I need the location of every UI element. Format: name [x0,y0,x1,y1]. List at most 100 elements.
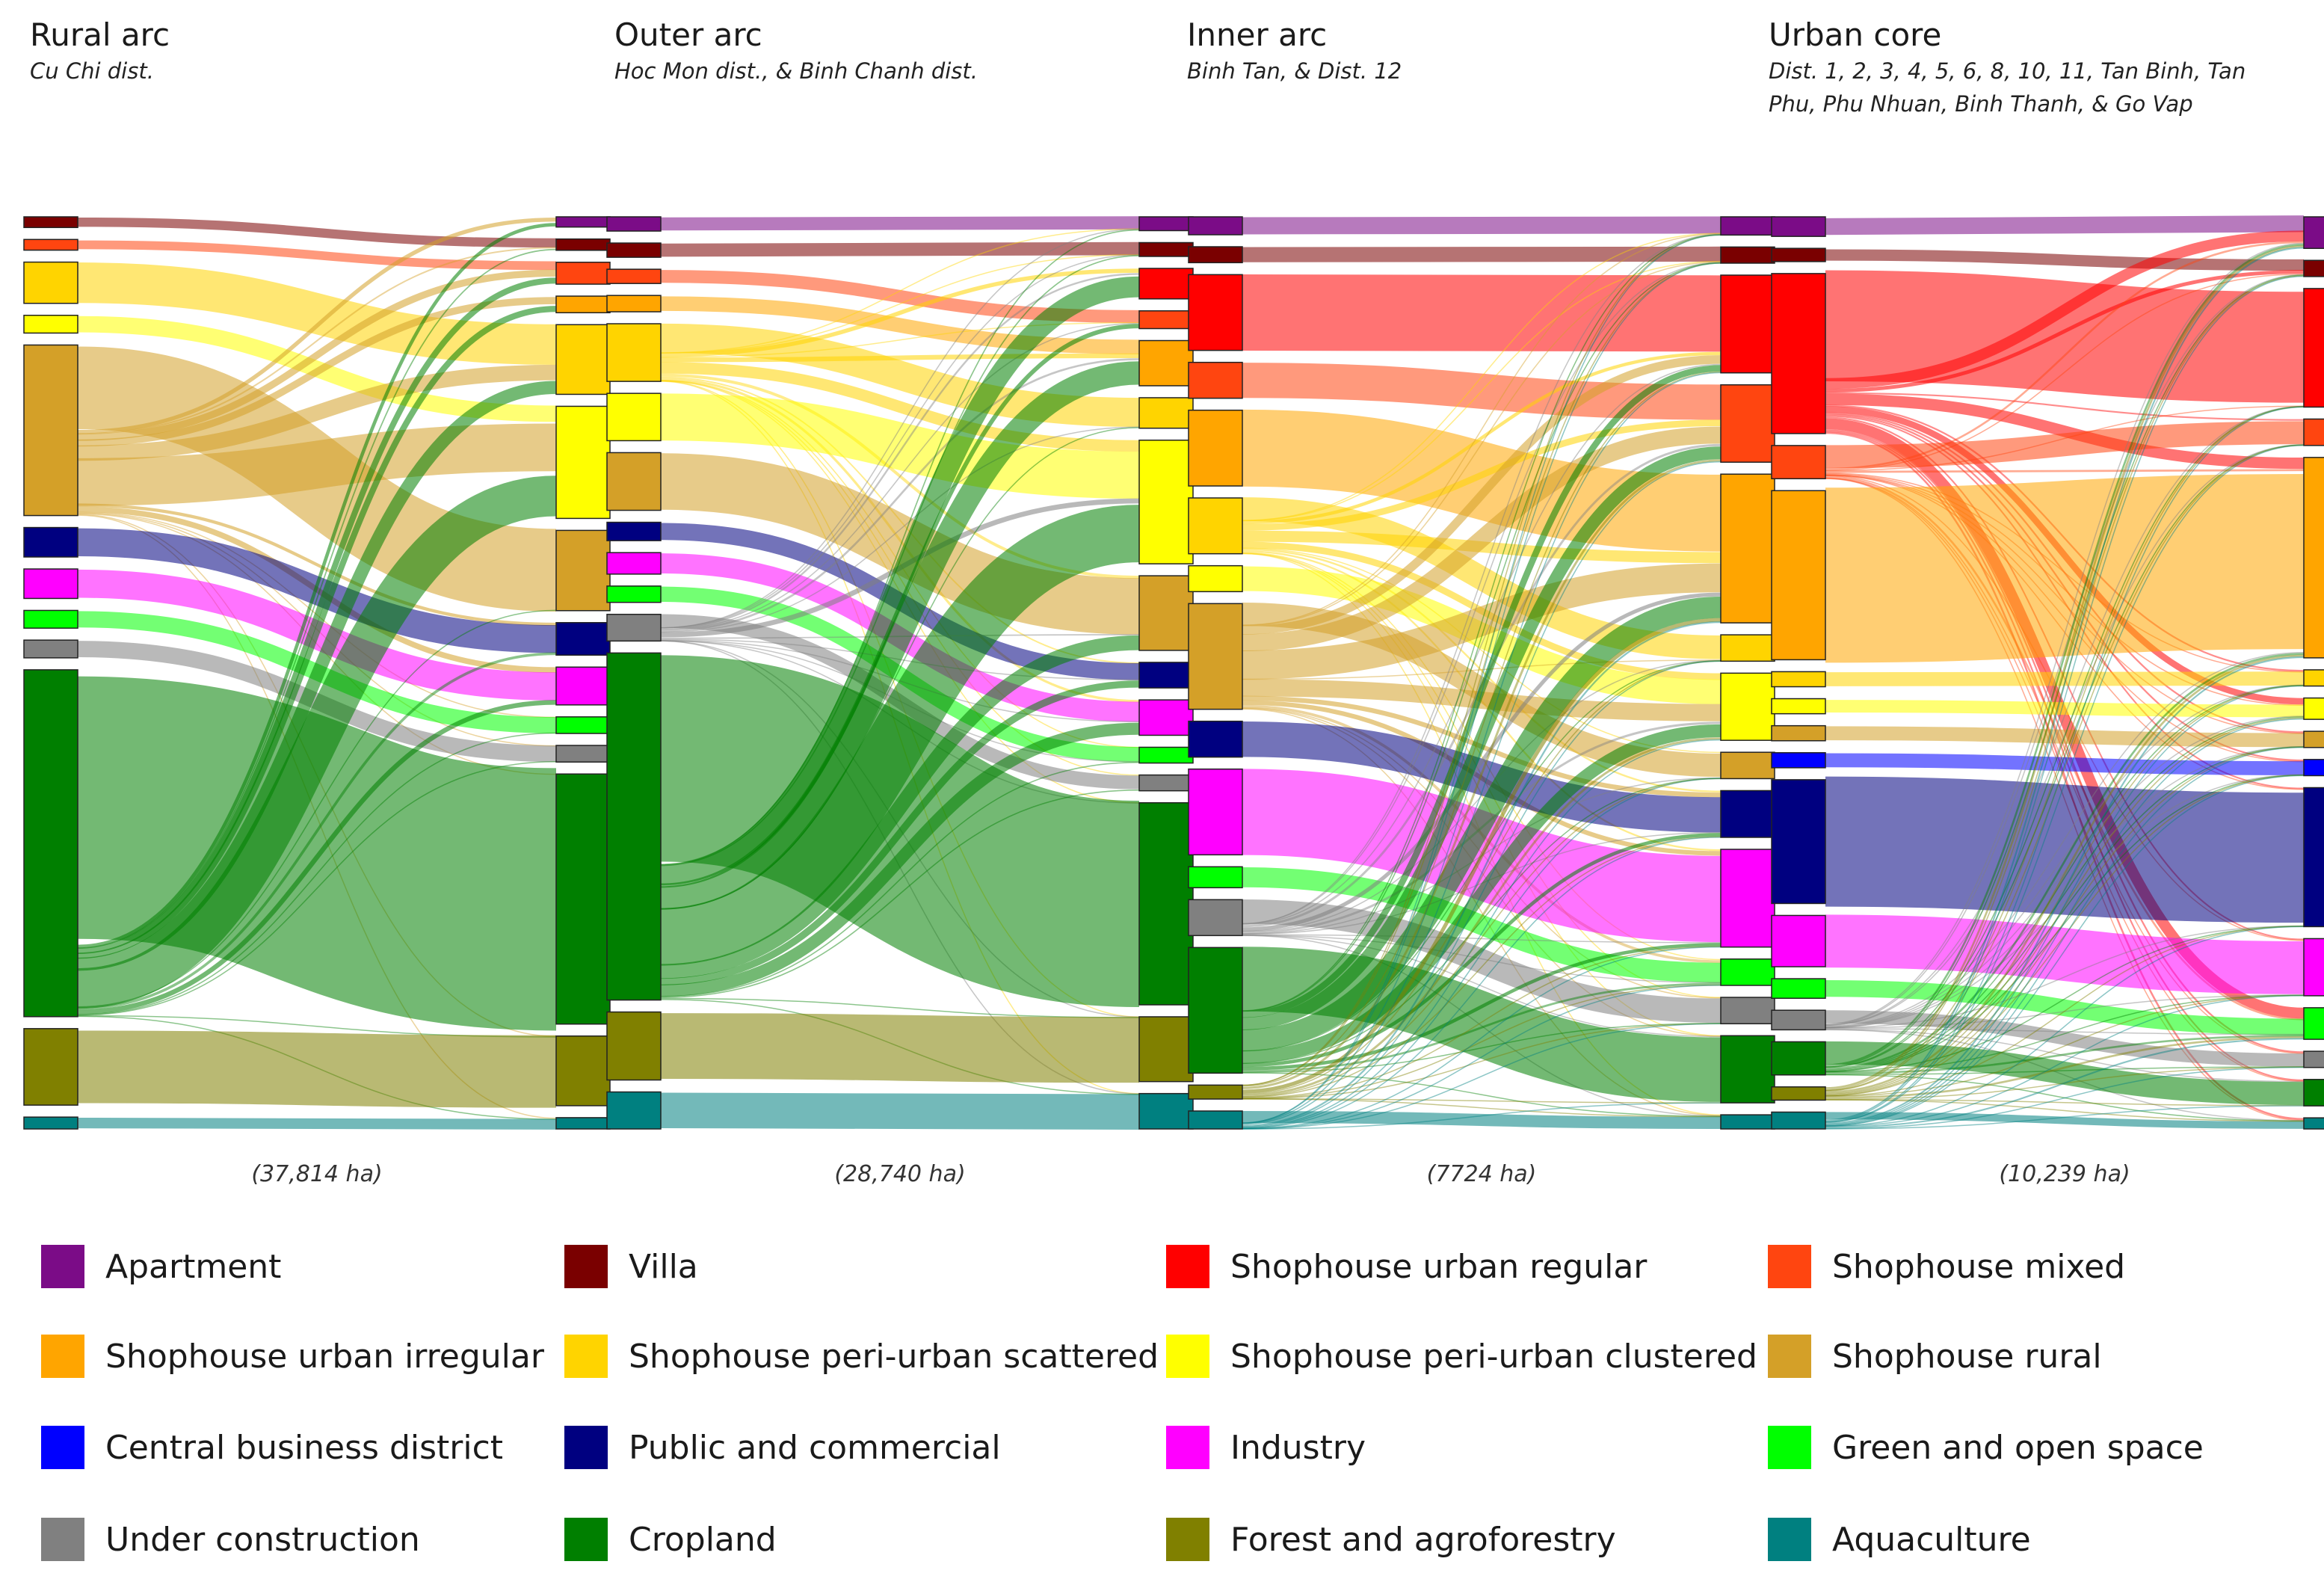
node-right-public-and-commercial [555,622,611,656]
node-right-shophouse-urban-regular [1720,274,1775,374]
flow-link [1242,778,1722,1065]
flow-link [660,426,1140,633]
flow-link [1825,215,2305,236]
node-left-shophouse-peri-urban-clustered [1188,564,1243,593]
flow-link [1825,685,2305,1125]
node-right-shophouse-urban-irregular [1138,339,1194,387]
flow-link [1242,1098,1722,1104]
legend-item-forest-and-agroforestry: Forest and agroforestry [1166,1518,1616,1561]
flow-link [1242,660,1722,1095]
area-label: (37,814 ha) [251,1161,382,1187]
legend-item-shophouse-rural: Shophouse rural [1768,1335,2102,1378]
flow-link [1242,547,1722,754]
node-left-green-and-open-space [606,585,662,603]
legend-label: Shophouse peri-urban scattered [629,1337,1159,1376]
flow-link [1825,269,2305,393]
flow-link [1825,746,2305,1072]
flow-link [1825,245,2305,1089]
node-left-apartment [1771,216,1826,237]
legend-item-apartment: Apartment [41,1245,281,1288]
legend-swatch [564,1245,608,1288]
node-right-industry [1720,849,1775,948]
node-right-aquaculture [1138,1092,1194,1130]
node-right-villa [1720,246,1775,264]
flow-link [1242,461,1722,1125]
node-right-industry [2303,938,2324,997]
flow-link [660,1092,1140,1130]
node-right-shophouse-mixed [1720,384,1775,463]
node-right-villa [555,238,611,251]
node-right-shophouse-mixed [555,262,611,285]
node-right-shophouse-mixed [1138,310,1194,330]
flow-link [1242,836,1722,1098]
node-right-cropland [1720,1035,1775,1104]
node-left-forest-and-agroforestry [1771,1086,1826,1101]
legend-item-shophouse-mixed: Shophouse mixed [1768,1245,2125,1288]
flow-link [1825,925,2305,1073]
legend-label: Aquaculture [1832,1520,2031,1559]
legend-item-central-business-district: Central business district [41,1426,503,1469]
flow-link [1242,899,1722,1024]
flow-link [1825,1041,2305,1106]
flow-link [1242,262,1722,1086]
flow-link [1242,867,1722,983]
node-right-shophouse-mixed [2303,418,2324,446]
flow-link [1825,274,2305,1068]
flow-link [660,997,1140,1018]
node-right-apartment [555,216,611,228]
flow-link [77,247,557,435]
flow-link [1825,474,2305,663]
flow-link [1242,934,1722,944]
flow-link [1242,621,1722,1127]
flow-link [1825,1074,2305,1121]
node-right-public-and-commercial [1138,662,1194,689]
flow-link [1825,776,2305,923]
flow-link [660,453,1140,635]
node-right-shophouse-peri-urban-scattered [1138,397,1194,429]
flow-link [1242,233,1722,626]
node-left-cropland [1771,1041,1826,1076]
flow-link [1242,737,1722,1097]
flow-link [1242,935,1722,1038]
flow-link [1242,261,1722,627]
flow-link [77,732,557,1015]
node-right-shophouse-urban-regular [1138,268,1194,300]
flow-link [1242,833,1722,1068]
node-left-under-construction [23,639,78,659]
flow-link [660,362,1140,452]
node-right-shophouse-peri-urban-clustered [1720,672,1775,741]
sankey-urban-core: (10,239 ha) [1771,215,2324,1187]
node-right-shophouse-peri-urban-clustered [555,405,611,520]
node-left-shophouse-mixed [1188,361,1243,399]
flow-link [1825,1066,2305,1101]
flow-link [1825,718,2305,1126]
flow-link [1242,446,1722,1030]
flow-link [1825,926,2305,1127]
node-left-public-and-commercial [1188,720,1243,758]
node-left-shophouse-peri-urban-scattered [1771,671,1826,688]
node-left-industry [1771,914,1826,967]
node-right-green-and-open-space [2303,1007,2324,1040]
node-right-cropland [2303,1079,2324,1107]
flow-link [1242,371,1722,1087]
node-right-villa [2303,259,2324,277]
flow-link [1242,563,1722,680]
node-left-villa [23,216,78,229]
flow-link [1242,739,1722,1128]
legend-swatch [564,1335,608,1378]
node-right-under-construction [1138,774,1194,792]
flow-link [1825,745,2305,1029]
legend-swatch [1768,1335,1811,1378]
node-right-industry [555,666,611,706]
flows [76,217,558,1130]
flow-link [1825,430,2305,1082]
flow-link [1825,652,2305,1027]
legend-swatch [1768,1426,1811,1469]
flow-link [77,381,557,971]
flow-link [1825,1099,2305,1107]
node-left-aquaculture [606,1091,662,1130]
flow-link [1242,372,1722,1124]
node-right-public-and-commercial [1720,790,1775,838]
node-right-villa [1138,241,1194,257]
legend-label: Under construction [105,1520,420,1559]
